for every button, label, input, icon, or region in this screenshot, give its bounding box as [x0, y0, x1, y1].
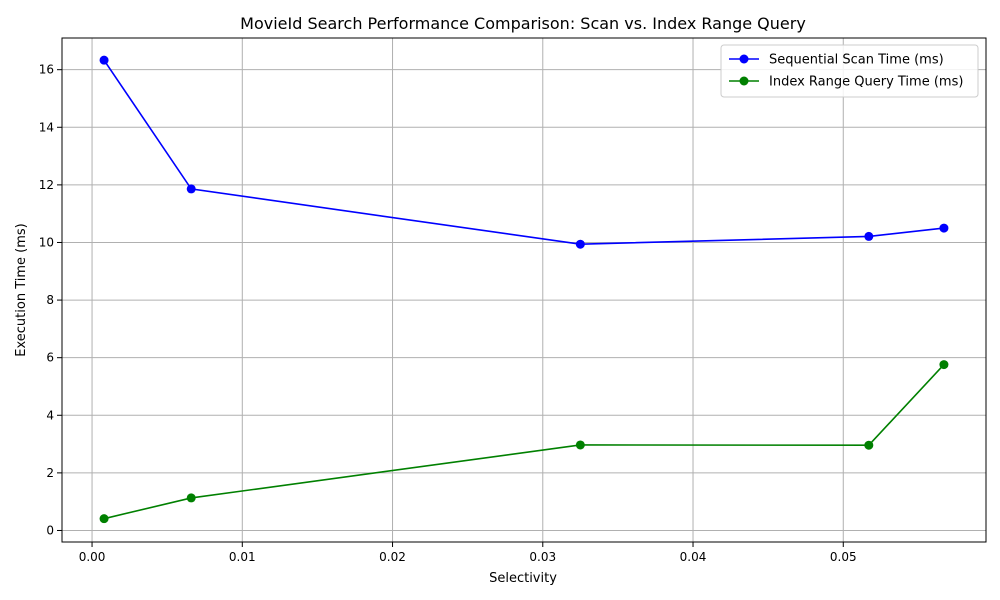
legend-label: Index Range Query Time (ms) — [769, 75, 963, 90]
series-1 — [99, 55, 949, 249]
x-axis-label: Selectivity — [489, 571, 557, 586]
y-tick-label: 0 — [46, 523, 54, 537]
series-line — [103, 364, 945, 520]
series-layer — [99, 55, 949, 524]
data-point — [864, 440, 874, 450]
legend-label: Sequential Scan Time (ms) — [769, 53, 944, 68]
grid-lines — [62, 38, 986, 542]
x-tick-label: 0.03 — [529, 550, 556, 564]
chart-title: MovieId Search Performance Comparison: S… — [240, 14, 806, 33]
data-point — [99, 514, 109, 524]
y-tick-label: 16 — [39, 63, 54, 77]
data-point — [99, 55, 109, 65]
x-tick-label: 0.02 — [379, 550, 406, 564]
data-point — [186, 184, 196, 194]
y-tick-label: 6 — [46, 351, 54, 365]
legend-item: Sequential Scan Time (ms) — [729, 53, 944, 68]
data-point — [186, 493, 196, 503]
data-point — [575, 239, 585, 249]
axis-ticks: 0.00 0.01 0.02 0.03 0.04 0.05 0 2 4 6 8 10 12 14 16 — [39, 63, 857, 564]
data-point — [939, 360, 949, 370]
legend: Sequential Scan Time (ms) Index Range Que… — [720, 44, 979, 98]
data-point — [939, 223, 949, 233]
legend-item: Index Range Query Time (ms) — [729, 75, 963, 90]
legend-marker — [739, 76, 749, 86]
legend-box — [720, 44, 979, 98]
data-point — [575, 440, 585, 450]
y-tick-label: 8 — [46, 293, 54, 307]
y-axis-label: Execution Time (ms) — [14, 223, 29, 356]
series-2 — [99, 360, 949, 524]
plot-frame — [61, 37, 987, 543]
legend-marker — [739, 54, 749, 64]
y-tick-label: 14 — [39, 120, 54, 134]
x-tick-label: 0.04 — [680, 550, 707, 564]
data-point — [864, 231, 874, 241]
y-tick-label: 10 — [39, 235, 54, 249]
x-tick-label: 0.05 — [830, 550, 857, 564]
y-tick-label: 12 — [39, 178, 54, 192]
x-tick-label: 0.00 — [79, 550, 106, 564]
y-tick-label: 4 — [46, 408, 54, 422]
x-tick-label: 0.01 — [229, 550, 256, 564]
y-tick-label: 2 — [46, 466, 54, 480]
